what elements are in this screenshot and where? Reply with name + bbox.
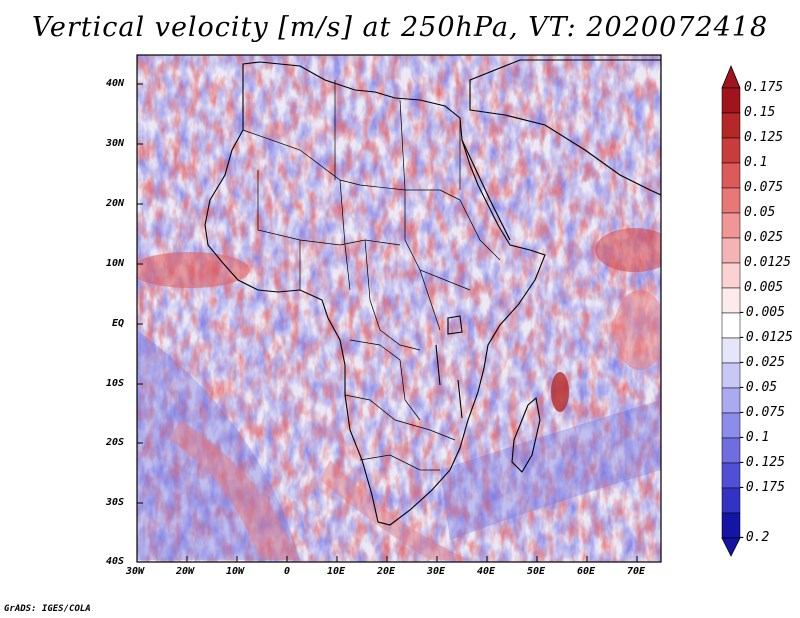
cb-label-14: -0.1 [738,430,770,445]
ascent-band-south [320,460,470,560]
lat-label-10n: 10N [106,258,125,269]
lat-label-40s: 40S [106,556,125,567]
plot-frame [136,54,662,563]
cb-label-13: -0.075 [738,405,785,420]
cb-swatch-5 [721,212,741,239]
chart-title: Vertical velocity [m/s] at 250hPa, VT: 2… [31,12,769,43]
lon-label-60e: 60E [577,566,596,577]
cb-label-7: 0.0125 [744,255,791,270]
colorbar-top-arrow [721,64,741,89]
cb-swatch-2 [721,137,741,164]
cb-swatch-3 [721,162,741,189]
cb-swatch-0 [721,87,741,114]
arabian-sea-ascent [595,228,661,272]
africa-coastline [204,61,546,526]
colorbar [721,64,741,557]
lat-label-10s: 10S [106,378,125,389]
cb-label-15: -0.125 [738,455,785,470]
lon-label-50e: 50E [527,566,546,577]
cb-label-3: 0.1 [744,155,768,170]
cb-label-4: 0.075 [744,180,784,195]
cb-label-17: -0.2 [738,530,770,545]
lon-label-30w: 30W [126,566,145,577]
lat-label-30s: 30S [106,497,125,508]
cb-label-9: -0.005 [738,305,785,320]
lake-malawi [457,379,463,419]
lon-ticks [136,556,638,562]
itcz-ascent-west [137,252,250,288]
lon-label-20w: 20W [176,566,195,577]
lon-label-10e: 10E [327,566,346,577]
lake-victoria [447,315,463,335]
cb-swatch-4 [721,187,741,214]
velocity-field [137,55,661,562]
cb-swatch-6 [721,237,741,264]
lon-label-0: 0 [284,566,291,577]
country-borders [242,80,501,471]
cb-swatch-1 [721,112,741,139]
grads-credit: GrADS: IGES/COLA [4,604,91,614]
colorbar-bottom-arrow [721,537,741,557]
cb-label-10: -0.0125 [738,330,793,345]
cb-label-12: -0.05 [738,380,778,395]
cb-label-1: 0.15 [744,105,776,120]
subsidence-south-indian [440,400,661,540]
lat-label-30n: 30N [106,138,125,149]
lat-ticks [137,83,143,563]
lon-label-40e: 40E [477,566,496,577]
lon-label-30e: 30E [427,566,446,577]
subsidence-south-atlantic [137,330,300,560]
madagascar-coastline [511,396,541,473]
cb-label-5: 0.05 [744,205,776,220]
lat-label-20s: 20S [106,437,125,448]
lat-label-eq: EQ [112,318,125,329]
ascent-band-south-atlantic [170,420,300,560]
lon-label-20e: 20E [377,566,396,577]
lon-label-70e: 70E [627,566,646,577]
cb-label-16: -0.175 [738,480,785,495]
cb-label-8: 0.005 [744,280,784,295]
lat-label-40n: 40N [106,78,125,89]
arabia-coastline [469,59,661,196]
lon-label-10w: 10W [226,566,245,577]
cb-label-11: -0.025 [738,355,785,370]
cb-label-0: 0.175 [744,80,784,95]
cb-label-6: 0.025 [744,230,784,245]
ascent-cell-east [551,372,569,412]
lat-label-20n: 20N [106,198,125,209]
cb-label-2: 0.125 [744,130,784,145]
coastlines [204,59,661,526]
lake-tanganyika [435,344,441,386]
cb-swatch-7 [721,262,741,289]
ascent-region-indian-ocean [614,290,661,370]
red-sea [461,139,511,241]
